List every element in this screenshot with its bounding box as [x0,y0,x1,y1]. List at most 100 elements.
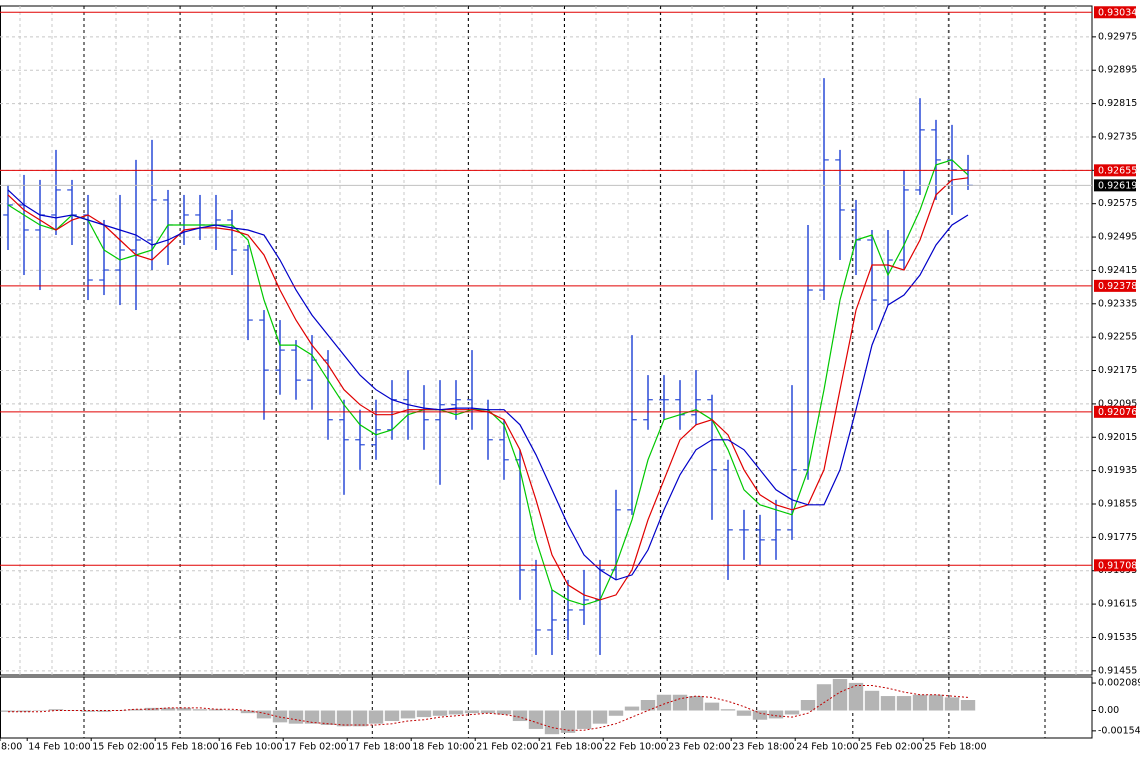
x-tick-label: 21 Feb 02:00 [476,742,538,753]
bar [499,419,509,480]
x-tick-label: 16 Feb 10:00 [220,742,282,753]
y-tick-label: 0.92975 [1098,31,1137,42]
y-tick-label: 0.91455 [1098,665,1137,676]
histogram-bar [16,710,32,712]
x-tick-label: 14 Feb 10:00 [28,742,90,753]
bar [51,149,61,235]
histogram-bar [128,709,144,711]
moving-average [7,189,969,581]
bar [867,229,877,331]
x-tick-label: 15 Feb 18:00 [156,742,218,753]
histogram-bar [944,697,960,711]
bar [275,320,285,395]
histogram-bar [912,694,928,711]
histogram-bar [96,710,112,712]
histogram-bar [752,710,768,720]
histogram-bar [848,682,864,711]
histogram-bar [960,700,976,711]
histogram-bar [192,709,208,711]
y-tick-label: 0.92015 [1098,432,1137,443]
level-label-bg [1094,405,1136,418]
histogram-bar [368,710,384,724]
y-tick-label: 0.91775 [1098,532,1137,543]
histogram-bar [288,710,304,724]
histogram-bar [656,694,672,711]
histogram-bar [624,706,640,711]
bar [435,380,445,485]
x-tick-label: 18 Feb 10:00 [412,742,474,753]
histogram-bar [544,710,560,735]
y-tick-label: 0.91935 [1098,465,1137,476]
histogram-bar [384,710,400,722]
y-tick-label: 0.91615 [1098,599,1137,610]
histogram-bar [352,710,368,727]
y-tick-label: 0.92175 [1098,365,1137,376]
bar [803,224,813,480]
signal-line [8,685,969,731]
bar [339,399,349,495]
y-tick-label: 0.92255 [1098,332,1137,343]
x-tick-label: 22 Feb 10:00 [604,742,666,753]
bar [755,514,765,565]
x-tick-label: 8:00 [1,742,22,753]
histogram-bar [768,710,784,719]
bar [371,399,381,460]
y-tick-label: 0.002089 [1098,678,1140,689]
bar [531,559,541,655]
bar [915,98,925,195]
bar [115,194,125,306]
histogram-bar [48,709,64,711]
bar [547,589,557,655]
y-tick-label: -0.001546 [1098,725,1140,736]
level-label-bg [1094,559,1136,572]
histogram-bar [240,710,256,714]
y-tick-label: 0.92495 [1098,232,1137,243]
histogram-bar [528,710,544,729]
bar [243,244,253,341]
bar [707,394,717,520]
histogram-bar [816,684,832,711]
level-label: 0.92655 [1098,165,1137,176]
bar [227,209,237,276]
bar [579,569,589,625]
histogram-bar [224,710,240,712]
current-price-label-bg [1094,179,1136,192]
bar [835,149,845,261]
y-tick-label: 0.92895 [1098,65,1137,76]
bar [99,219,109,296]
histogram-bar [160,707,176,711]
bar [259,310,269,420]
x-tick-label: 15 Feb 02:00 [92,742,154,753]
level-label: 0.91708 [1098,560,1137,571]
bar [739,509,749,560]
y-tick-label: 0.92575 [1098,198,1137,209]
histogram-bar [496,710,512,715]
y-tick-label: 0.92735 [1098,131,1137,142]
level-label-bg [1094,164,1136,177]
y-tick-label: 0.92815 [1098,98,1137,109]
histogram-bar [432,710,448,716]
histogram-bar [640,700,656,711]
level-label: 0.93034 [1098,7,1137,18]
level-label: 0.92378 [1098,281,1137,292]
histogram-bar [400,710,416,719]
level-label-bg [1094,279,1136,292]
bar [931,119,941,200]
y-tick-label: 0.92095 [1098,398,1137,409]
histogram-bar [448,710,464,715]
histogram-bar [560,710,576,733]
y-tick-label: 0.91855 [1098,498,1137,509]
bar [883,229,893,306]
histogram-bar [720,709,736,711]
histogram-bar [176,707,192,711]
y-tick-label: 0.92335 [1098,298,1137,309]
x-tick-label: 23 Feb 02:00 [668,742,730,753]
panel-frame [0,5,1093,676]
histogram-bar [480,710,496,714]
histogram-bar [320,710,336,725]
histogram-bar [256,710,272,719]
x-tick-label: 21 Feb 18:00 [540,742,602,753]
current-price-label: 0.92619 [1098,180,1137,191]
histogram-bar [336,710,352,727]
